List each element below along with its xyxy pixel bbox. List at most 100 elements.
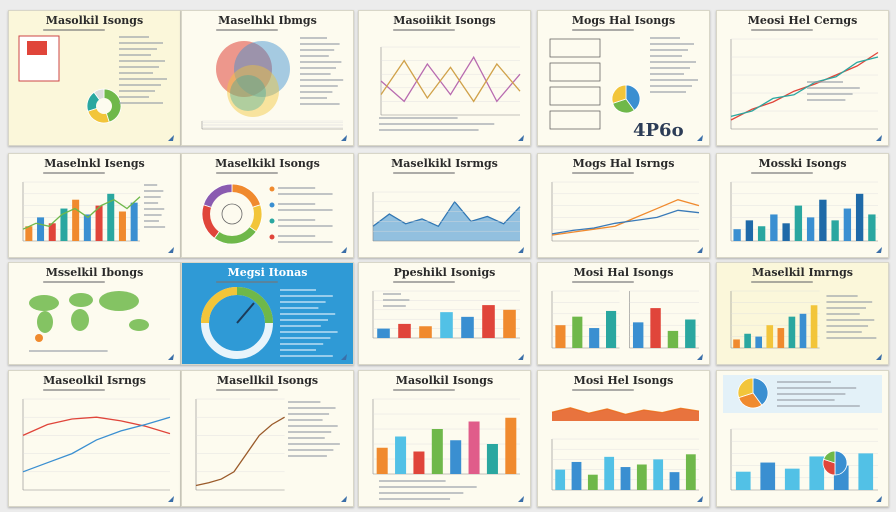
corner-icon [168, 247, 174, 253]
chart-canvas: Maseolkil Isrngs [22, 374, 174, 502]
chart-card-10[interactable]: Mosski Isongs [716, 153, 889, 258]
bar [440, 312, 453, 338]
card-title: Masoiikit Isongs [393, 14, 495, 27]
series-line [22, 416, 171, 473]
text-line [300, 73, 331, 75]
chart-canvas: Mosi Hel Isongs [551, 374, 703, 502]
pie-slice [738, 392, 763, 409]
bar [777, 328, 785, 348]
chart-card-11[interactable]: Msselkil Ibongs [8, 262, 181, 365]
chart-card-14[interactable]: Mosi Hal Isongs [537, 262, 710, 365]
text-line [826, 295, 858, 297]
series-line [551, 407, 700, 416]
chart-card-3[interactable]: Masoiikit Isongs [358, 10, 531, 146]
sketch-box [549, 38, 601, 58]
chart-card-7[interactable]: Maselkikl Isongs [181, 153, 354, 258]
bar [60, 208, 68, 241]
series-line [380, 55, 521, 103]
chart-canvas: Masolkil Isongs [372, 374, 524, 502]
chart-card-13[interactable]: Ppeshikl Isonigs [358, 262, 531, 365]
donut-hole [210, 192, 254, 236]
bar [810, 305, 818, 348]
pie-slice [612, 98, 635, 114]
chart-card-5[interactable]: Meosi Hel Cerngs [716, 10, 889, 146]
map-marker [35, 334, 43, 342]
sketch-box [549, 110, 601, 130]
chart-card-12[interactable]: Megsi Itonas [181, 262, 354, 365]
text-line [300, 85, 338, 87]
bar [766, 325, 774, 348]
text-line [777, 405, 860, 407]
continent-shape [71, 309, 89, 331]
series-line [551, 209, 700, 235]
corner-icon [168, 135, 174, 141]
legend-dot [269, 186, 275, 192]
chart-card-17[interactable]: Masellkil Isongs [181, 370, 354, 507]
chart-card-6[interactable]: Maselnkl Isengs [8, 153, 181, 258]
bar [37, 217, 45, 241]
chart-canvas: Maselhkl Ibmgs [201, 14, 347, 141]
bar [669, 472, 680, 490]
bar [72, 199, 80, 241]
bar [482, 305, 495, 338]
text-line [280, 319, 328, 321]
chart-card-4[interactable]: Mogs Hal Isongs 4P6o [537, 10, 710, 146]
corner-icon [518, 354, 524, 360]
text-line [826, 313, 860, 315]
donut-hole [96, 98, 112, 114]
bar [376, 447, 388, 474]
chart-card-15[interactable]: Maselkil Imrngs [716, 262, 889, 365]
chart-canvas: Mosoal Isi Isongs [723, 374, 882, 502]
bar [572, 316, 583, 348]
bar [653, 459, 664, 490]
text-line [826, 319, 875, 321]
chart-canvas: Maselnkl Isengs [22, 157, 174, 253]
pie-slice [611, 84, 627, 104]
card-title: Maselnkl Isengs [44, 157, 145, 170]
bar [809, 456, 825, 490]
pie-slice [823, 450, 836, 464]
chart-card-18[interactable]: Masolkil Isongs [358, 370, 531, 507]
chart-card-16[interactable]: Maseolkil Isrngs [8, 370, 181, 507]
card-title: Mogs Hal Isongs [572, 14, 675, 27]
bar [755, 336, 763, 348]
bar [868, 214, 876, 241]
chart-card-19[interactable]: Mosi Hel Isongs [537, 370, 710, 507]
chart-card-2[interactable]: Maselhkl Ibmgs [181, 10, 354, 146]
gauge-fill [236, 287, 273, 324]
gauge-fill [201, 287, 238, 324]
series-line [195, 416, 285, 487]
bar [620, 467, 631, 490]
card-title: Mosi Hel Isongs [574, 374, 674, 387]
corner-icon [518, 247, 524, 253]
legend-dot [269, 234, 275, 240]
bar [604, 456, 615, 490]
text-line [807, 81, 843, 83]
text-line [288, 407, 336, 409]
bar [606, 310, 617, 348]
text-line [393, 29, 455, 31]
text-line [300, 61, 342, 63]
chart-card-1[interactable]: Masolkil Isongs [8, 10, 181, 146]
bar [377, 328, 390, 338]
bar [587, 474, 598, 490]
bar [503, 309, 516, 338]
bar [486, 444, 498, 474]
bar [571, 461, 582, 490]
chart-card-8[interactable]: Maselkikl Isrmgs [358, 153, 531, 258]
text-line [650, 43, 694, 45]
corner-icon [876, 354, 882, 360]
text-line [650, 79, 698, 81]
chart-card-20[interactable]: Mosoal Isi Isongs [716, 370, 889, 507]
corner-icon [518, 135, 524, 141]
text-line [288, 413, 330, 415]
bar [733, 229, 741, 241]
bar [632, 322, 644, 348]
chart-canvas: Masellkil Isongs [195, 374, 347, 502]
chart-canvas: Mosi Hal Isongs [551, 266, 703, 360]
legend-dot [269, 202, 275, 208]
chart-card-9[interactable]: Mogs Hal Isrngs [537, 153, 710, 258]
text-line [650, 67, 690, 69]
document-flag [27, 41, 47, 55]
chart-canvas: Meosi Hel Cerngs [730, 14, 882, 141]
